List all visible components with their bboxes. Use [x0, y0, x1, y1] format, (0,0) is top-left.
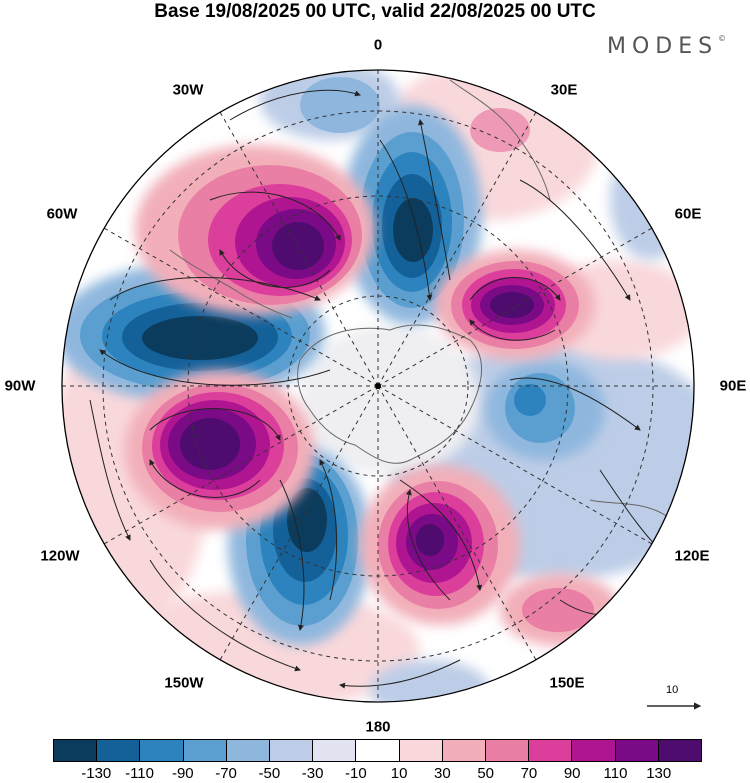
- logo-mark: ©: [718, 34, 727, 43]
- colorbar-tick-label: -10: [345, 765, 367, 782]
- lon-label-120e: 120E: [674, 547, 710, 565]
- colorbar-tick-label: -90: [171, 765, 194, 782]
- colorbar-swatch: [270, 740, 314, 761]
- colorbar-swatch: [54, 740, 98, 761]
- colorbar-tick-label: 130: [646, 765, 672, 782]
- positive-anomaly-50e: [435, 250, 595, 360]
- map-boundary: [61, 69, 695, 703]
- colorbar-tick-label: 50: [477, 765, 494, 782]
- lon-label-180: 180: [365, 718, 391, 736]
- lon-label-150w: 150W: [164, 674, 204, 692]
- colorbar-tick-label: 30: [434, 765, 451, 782]
- lon-label-120w: 120W: [40, 547, 80, 565]
- colorbar-tick-label: 10: [390, 765, 408, 782]
- positive-anomaly-30e: [470, 108, 530, 152]
- south-america-coast: [169, 249, 293, 319]
- colorbar-swatch: [356, 740, 400, 761]
- colorbar-swatch: [226, 740, 271, 761]
- colorbar: [53, 739, 702, 762]
- lon-label-60w: 60W: [46, 205, 78, 223]
- colorbar-swatch: [529, 740, 573, 761]
- colorbar-swatch: [442, 740, 487, 761]
- antarctica-coastline: [297, 324, 483, 464]
- lon-label-150e: 150E: [549, 674, 585, 692]
- colorbar-tick-label: 110: [603, 765, 628, 782]
- colorbar-swatch: [313, 740, 357, 761]
- positive-anomaly-140e: [500, 574, 620, 646]
- colorbar-swatch: [572, 740, 616, 761]
- colorbar-swatch: [658, 740, 702, 761]
- colorbar-tick-label: -110: [125, 765, 154, 782]
- colorbar-tick-label: 90: [563, 765, 581, 782]
- negative-anomaly-80e: [485, 360, 605, 460]
- anomaly-field: [62, 70, 694, 702]
- colorbar-tick-label: -50: [258, 765, 281, 782]
- colorbar-tick-label: -70: [215, 765, 237, 782]
- logo-text: MODES: [607, 34, 719, 59]
- lon-label-30w: 30W: [172, 81, 204, 99]
- colorbar-tick-label: -130: [81, 765, 112, 782]
- colorbar-swatch: [97, 740, 141, 761]
- colorbar-tick-label: -30: [301, 765, 324, 782]
- colorbar-tick-label: 70: [520, 765, 538, 782]
- colorbar-swatch: [615, 740, 659, 761]
- south-pole-dot: [375, 383, 381, 389]
- positive-anomaly-110w: [125, 370, 315, 530]
- colorbar-swatch: [140, 740, 184, 761]
- reference-vector-label: 10: [666, 684, 679, 696]
- positive-anomaly-165e: [360, 465, 520, 625]
- lon-label-90e: 90E: [719, 377, 747, 395]
- map-title: Base 19/08/2025 00 UTC, valid 22/08/2025…: [154, 1, 596, 22]
- modes-logo: MODES©: [607, 34, 726, 59]
- colorbar-swatch: [399, 740, 443, 761]
- africa-coast: [449, 79, 551, 201]
- lon-label-60e: 60E: [674, 205, 702, 223]
- positive-anomaly-45w: [135, 145, 375, 315]
- lon-label-90w: 90W: [4, 377, 36, 395]
- lon-label-0: 0: [373, 36, 383, 54]
- wind-streamlines: [89, 89, 661, 689]
- colorbar-swatch: [486, 740, 530, 761]
- lon-label-30e: 30E: [550, 81, 578, 99]
- colorbar-swatch: [183, 740, 227, 761]
